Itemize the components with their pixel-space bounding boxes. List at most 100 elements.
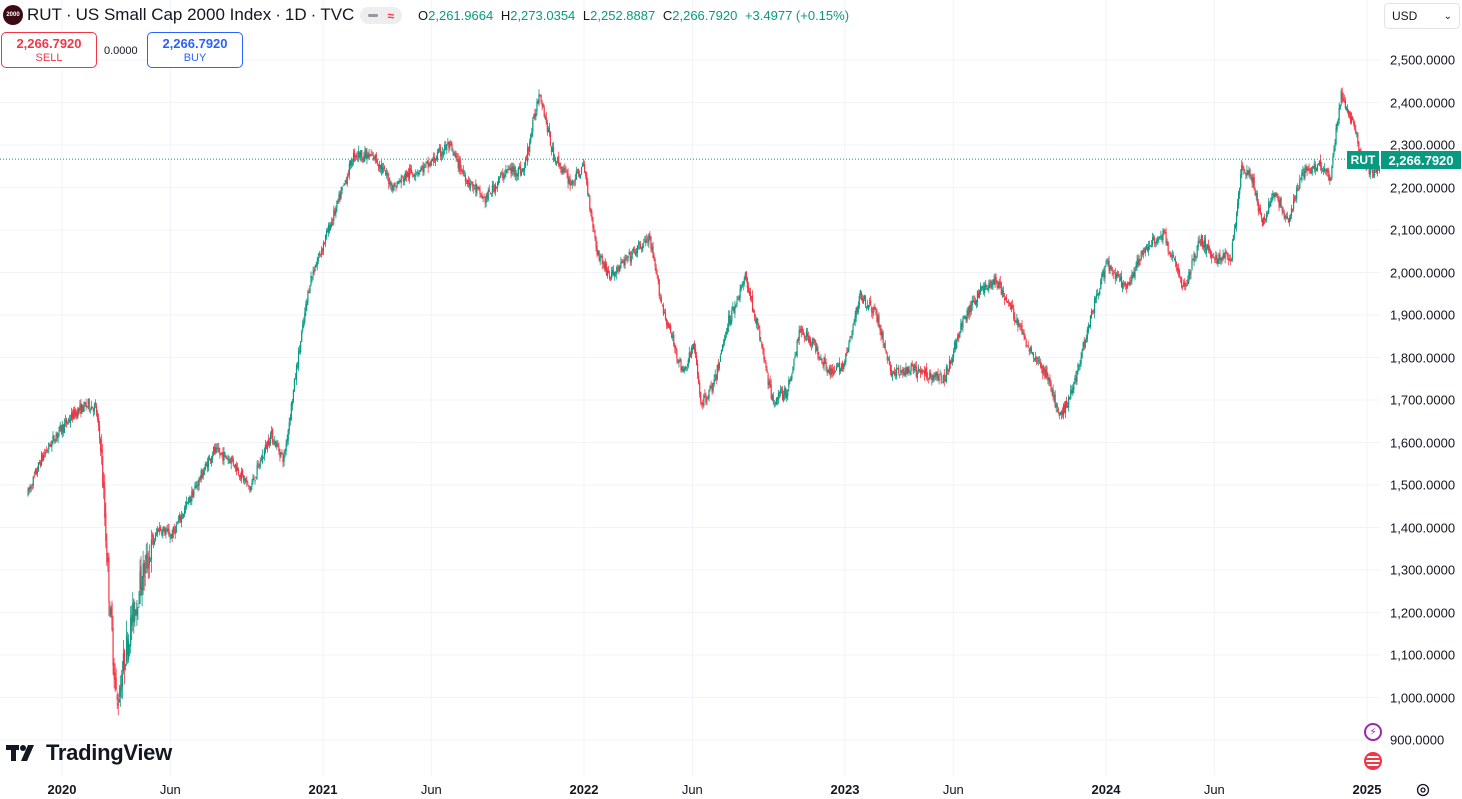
candle-body <box>619 266 621 271</box>
candle-body <box>1219 254 1221 260</box>
time-axis-label: Jun <box>420 782 442 797</box>
candle-body <box>735 305 737 307</box>
candle-body <box>219 451 221 455</box>
candle-body <box>1099 290 1101 295</box>
candle-body <box>1070 389 1072 399</box>
candle-body <box>679 358 681 362</box>
candle-body <box>860 291 862 301</box>
candle-body <box>1169 252 1171 257</box>
candle-body <box>1044 369 1046 377</box>
candle-body <box>205 463 207 466</box>
candle-body <box>479 188 481 194</box>
candle-body <box>534 113 536 117</box>
candle-body <box>940 374 942 382</box>
candle-body <box>1226 252 1228 257</box>
candle-body <box>321 249 324 251</box>
symbol-title[interactable]: RUT · US Small Cap 2000 Index · 1D · TVC <box>27 5 354 25</box>
tradingview-logo[interactable]: TradingView <box>6 740 172 766</box>
buy-button[interactable]: 2,266.7920 BUY <box>147 32 243 68</box>
market-status-pill[interactable]: ≈ <box>360 7 402 24</box>
candle-body <box>464 175 467 182</box>
us-flag-icon[interactable] <box>1364 752 1382 770</box>
candle-body <box>482 196 484 199</box>
candle-body <box>1189 273 1191 276</box>
candle-body <box>1301 172 1303 181</box>
candle-body <box>719 355 722 362</box>
candle-body <box>1175 262 1178 267</box>
candle-body <box>807 335 810 342</box>
candle-body <box>1210 250 1212 257</box>
candle-body <box>881 331 883 336</box>
candle-body <box>898 367 900 374</box>
minus-icon <box>367 14 378 17</box>
candle-body <box>1139 258 1141 261</box>
candle-body <box>563 168 565 172</box>
candle-body <box>1278 199 1280 208</box>
candle-body <box>134 609 136 621</box>
price-chart[interactable] <box>0 0 1380 776</box>
candle-body <box>1203 240 1206 248</box>
candle-body <box>747 285 749 293</box>
candle-body <box>648 234 650 244</box>
time-axis-label: 2025 <box>1352 782 1382 797</box>
candle-body <box>404 172 406 180</box>
currency-select[interactable]: USD ⌄ <box>1384 3 1460 29</box>
candle-body <box>1104 265 1106 279</box>
candle-body <box>1191 260 1193 270</box>
price-axis-label: 1,200.0000 <box>1390 605 1456 620</box>
candle-body <box>949 360 952 364</box>
candle-body <box>405 172 407 179</box>
candle-body <box>659 296 661 298</box>
candle-body <box>1197 241 1199 248</box>
settings-icon[interactable] <box>1415 782 1431 798</box>
candle-body <box>511 166 513 174</box>
candle-body <box>1039 361 1041 362</box>
candle-body <box>118 698 120 703</box>
chart-area[interactable] <box>0 0 1380 776</box>
candle-body <box>694 348 697 357</box>
candle-body <box>627 256 629 258</box>
candle-body <box>713 378 715 384</box>
candle-body <box>265 445 268 449</box>
candle-body <box>86 405 88 407</box>
candle-body <box>1184 281 1186 286</box>
candle-body <box>523 167 526 172</box>
candle-body <box>375 154 377 162</box>
candle-body <box>1054 394 1056 408</box>
candle-body <box>346 176 348 184</box>
candle-body <box>68 418 71 421</box>
last-price-label: 2,266.7920 <box>1381 151 1461 169</box>
candle-body <box>446 144 448 151</box>
candle-body <box>1090 310 1093 318</box>
candle-body <box>93 404 96 411</box>
candle-body <box>531 132 533 136</box>
candle-body <box>1270 200 1272 207</box>
candle-body <box>723 339 726 343</box>
candle-body <box>420 167 422 172</box>
candle-body <box>297 350 300 368</box>
candle-body <box>466 180 469 184</box>
candle-body <box>625 257 627 258</box>
candle-body <box>1207 244 1210 251</box>
candle-body <box>385 170 387 176</box>
candle-body <box>632 248 634 251</box>
sell-button[interactable]: 2,266.7920 SELL <box>1 32 97 68</box>
candle-body <box>1329 178 1331 181</box>
candle-body <box>1218 253 1220 261</box>
candle-body <box>976 291 979 302</box>
candle-body <box>831 368 833 373</box>
low-value: 2,252.8887 <box>590 8 656 23</box>
candle-body <box>1056 404 1058 408</box>
candle-body <box>1075 376 1077 382</box>
interval-label[interactable]: 1D <box>284 5 307 24</box>
candle-body <box>977 292 980 298</box>
candle-body <box>262 456 264 458</box>
candle-body <box>96 413 99 419</box>
lightning-icon[interactable]: ⚡ <box>1364 723 1382 741</box>
candle-body <box>757 318 759 326</box>
candle-body <box>487 190 489 200</box>
candle-body <box>1043 367 1045 373</box>
candle-body <box>1202 245 1204 247</box>
symbol-logo[interactable]: 2000 <box>3 5 23 25</box>
candle-body <box>794 355 796 359</box>
